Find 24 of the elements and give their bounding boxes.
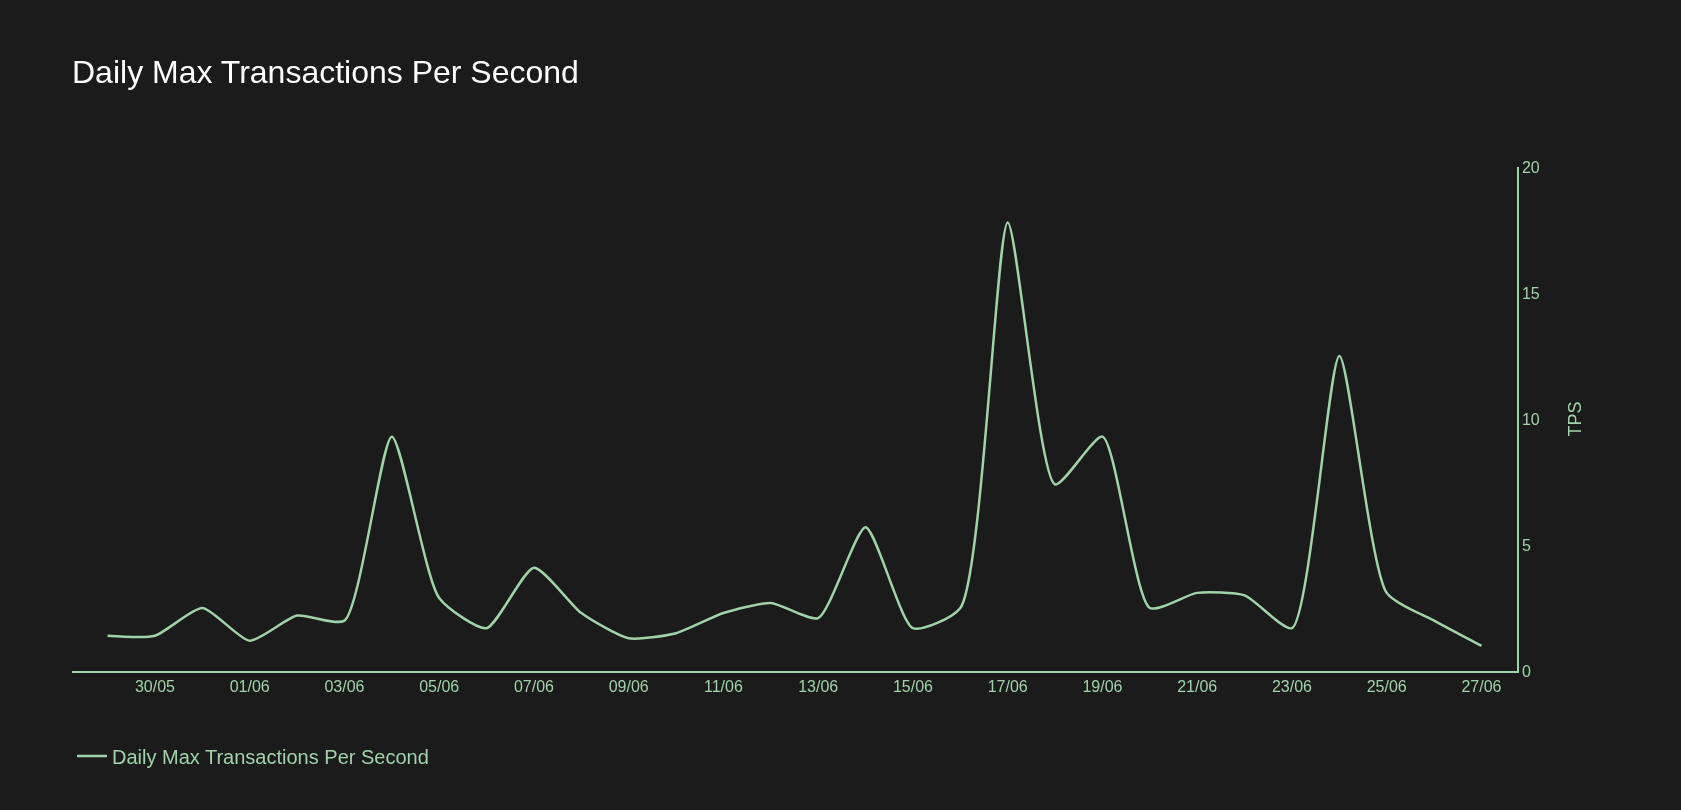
x-tick-label: 19/06 <box>1082 677 1123 695</box>
x-tick-label: 25/06 <box>1366 677 1407 695</box>
x-tick-label: 15/06 <box>892 677 934 695</box>
y-tick-label: 0 <box>1521 662 1531 680</box>
x-tick-label: 07/06 <box>513 677 555 695</box>
x-tick-label: 13/06 <box>798 677 839 695</box>
x-tick-label: 09/06 <box>608 677 649 695</box>
x-tick-label: 30/05 <box>134 677 176 695</box>
x-tick-label: 23/06 <box>1271 677 1313 695</box>
chart-title: Daily Max Transactions Per Second <box>72 54 579 91</box>
line-series <box>106 221 1483 648</box>
x-tick-label: 05/06 <box>419 677 460 695</box>
y-tick-label: 10 <box>1521 410 1540 428</box>
x-tick-label: 11/06 <box>704 677 743 695</box>
y-tick-label: 5 <box>1521 536 1531 554</box>
y-tick-label: 20 <box>1521 158 1540 176</box>
x-tick-label: 21/06 <box>1177 677 1218 695</box>
x-tick-label: 03/06 <box>324 677 365 695</box>
x-tick-label: 17/06 <box>987 677 1028 695</box>
legend-label: Daily Max Transactions Per Second <box>112 745 429 768</box>
y-tick-label: 15 <box>1521 284 1540 302</box>
x-tick-label: 01/06 <box>229 677 270 695</box>
x-tick-label: 27/06 <box>1461 677 1502 695</box>
y-axis-title: TPS <box>1565 401 1586 437</box>
